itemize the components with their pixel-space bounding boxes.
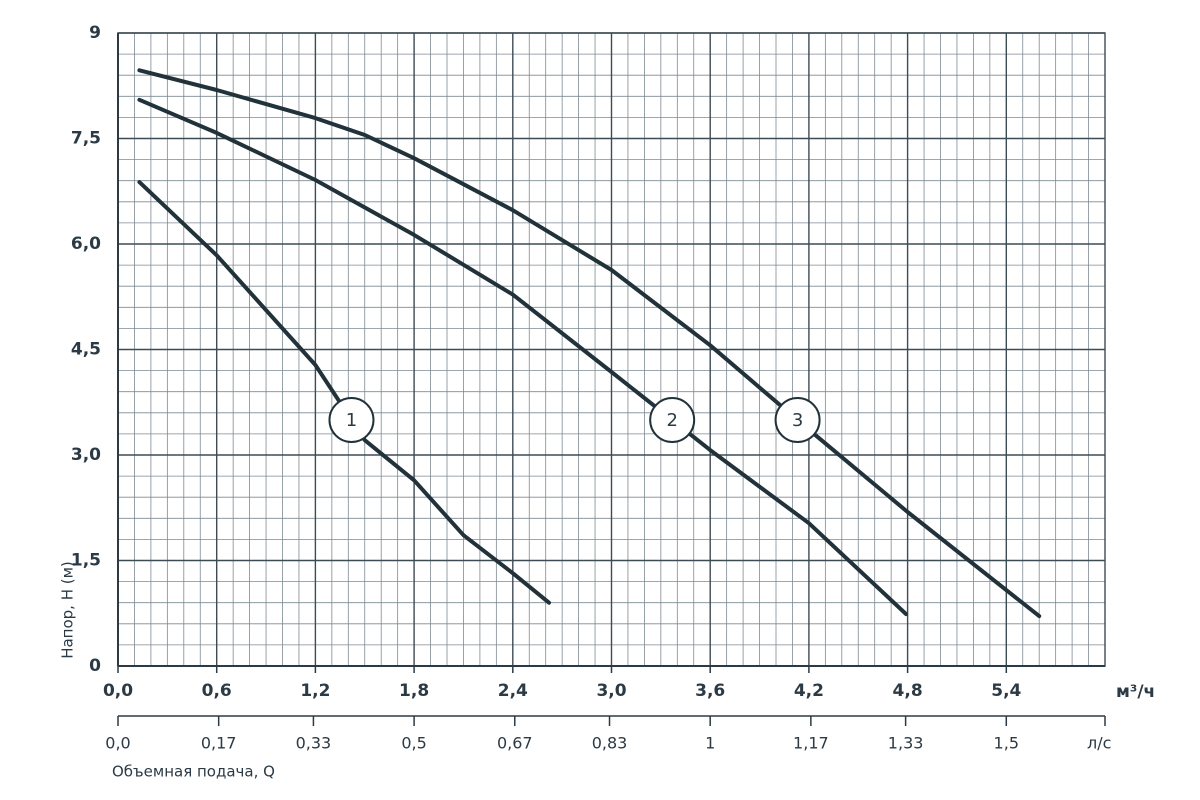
x2-unit: л/с: [1087, 734, 1111, 753]
x2-tick-label: 0,33: [296, 734, 332, 753]
y-tick-label: 0: [89, 656, 101, 676]
x-tick-label: 4,2: [794, 681, 824, 701]
x2-tick-label: 0,0: [105, 734, 130, 753]
x-tick-label: 0,6: [202, 681, 232, 701]
curve-label-circle: [328, 397, 375, 443]
x2-tick-label: 1: [705, 734, 715, 753]
curve: [137, 180, 551, 605]
y-tick-label: 7,5: [71, 129, 101, 149]
curve: [137, 68, 1042, 619]
x2-tick-label: 1,5: [994, 734, 1019, 753]
y-tick-label: 6,0: [71, 234, 101, 254]
curve-label: 2: [666, 410, 677, 431]
curve-label-circle: [774, 397, 821, 443]
x-tick-label: 1,2: [300, 681, 330, 701]
x-tick-label: 2,4: [498, 681, 528, 701]
x-tick-label: 5,4: [991, 681, 1021, 701]
y-tick-label: 9: [89, 23, 101, 43]
curve-label: 1: [346, 410, 357, 431]
curve: [137, 97, 908, 616]
x-tick-label: 3,0: [596, 681, 626, 701]
x2-tick-label: 0,5: [401, 734, 426, 753]
x2-tick-label: 1,33: [888, 734, 924, 753]
x-tick-label: 1,8: [399, 681, 429, 701]
x2-tick-label: 1,17: [793, 734, 829, 753]
y-tick-label: 1,5: [71, 551, 101, 571]
x2-tick-label: 0,17: [201, 734, 237, 753]
x-axis-label: Объемная подача, Q: [112, 763, 275, 781]
x-tick-label: 4,8: [893, 681, 923, 701]
x-tick-label: 0,0: [103, 681, 133, 701]
x-tick-label: 3,6: [695, 681, 725, 701]
y-tick-label: 4,5: [71, 340, 101, 360]
y-tick-label: 3,0: [71, 445, 101, 465]
x2-tick-label: 0,67: [497, 734, 533, 753]
x2-tick-label: 0,83: [592, 734, 628, 753]
x-unit: м³/ч: [1116, 682, 1155, 702]
curve-label-circle: [649, 397, 696, 443]
y-axis-label: Напор, H (м): [59, 561, 77, 659]
curve-label: 3: [792, 410, 803, 431]
